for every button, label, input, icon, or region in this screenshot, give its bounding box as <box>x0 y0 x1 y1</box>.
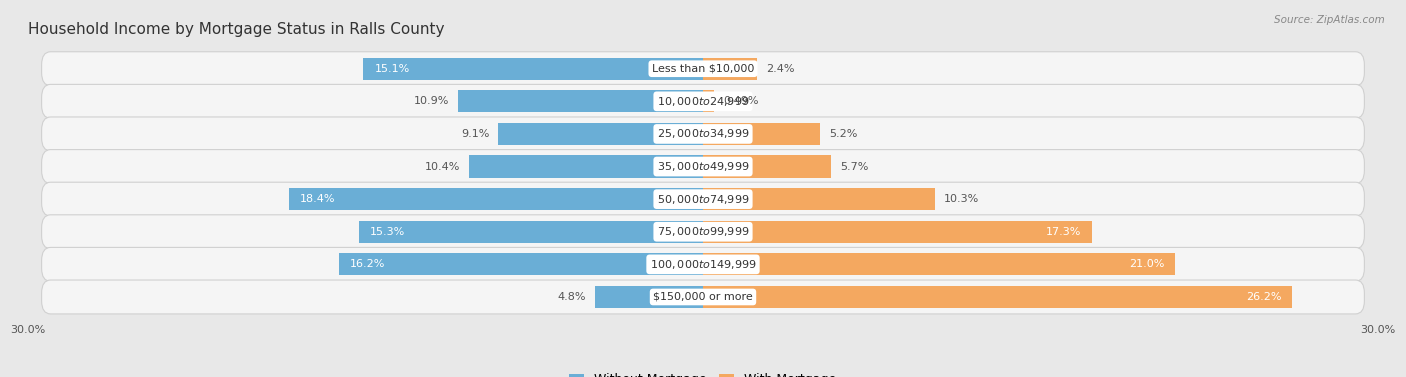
Text: $25,000 to $34,999: $25,000 to $34,999 <box>657 127 749 141</box>
Bar <box>703 123 820 145</box>
Text: 9.1%: 9.1% <box>461 129 489 139</box>
FancyBboxPatch shape <box>42 52 1364 86</box>
Text: Source: ZipAtlas.com: Source: ZipAtlas.com <box>1274 15 1385 25</box>
Text: 10.3%: 10.3% <box>943 194 979 204</box>
Bar <box>470 155 703 178</box>
Bar <box>363 58 703 80</box>
Bar <box>595 286 703 308</box>
FancyBboxPatch shape <box>42 150 1364 184</box>
Text: 5.7%: 5.7% <box>841 161 869 172</box>
FancyBboxPatch shape <box>42 117 1364 151</box>
Text: Household Income by Mortgage Status in Ralls County: Household Income by Mortgage Status in R… <box>28 22 444 37</box>
Bar <box>703 253 1175 276</box>
Bar <box>703 188 935 210</box>
Bar <box>359 221 703 243</box>
Bar <box>703 58 756 80</box>
Bar <box>290 188 703 210</box>
Bar <box>498 123 703 145</box>
Text: 4.8%: 4.8% <box>558 292 586 302</box>
Bar <box>703 286 1292 308</box>
Text: $35,000 to $49,999: $35,000 to $49,999 <box>657 160 749 173</box>
Bar <box>703 221 1092 243</box>
Text: 15.3%: 15.3% <box>370 227 405 237</box>
Text: 10.9%: 10.9% <box>413 97 449 106</box>
FancyBboxPatch shape <box>42 182 1364 216</box>
Text: 0.49%: 0.49% <box>723 97 758 106</box>
FancyBboxPatch shape <box>42 247 1364 281</box>
Text: 26.2%: 26.2% <box>1246 292 1281 302</box>
Text: 18.4%: 18.4% <box>301 194 336 204</box>
Text: 15.1%: 15.1% <box>374 64 409 74</box>
FancyBboxPatch shape <box>42 215 1364 249</box>
Legend: Without Mortgage, With Mortgage: Without Mortgage, With Mortgage <box>564 368 842 377</box>
Text: 21.0%: 21.0% <box>1129 259 1164 269</box>
FancyBboxPatch shape <box>42 280 1364 314</box>
Bar <box>339 253 703 276</box>
Text: 2.4%: 2.4% <box>766 64 794 74</box>
Bar <box>703 155 831 178</box>
Text: 10.4%: 10.4% <box>425 161 460 172</box>
Text: 16.2%: 16.2% <box>350 259 385 269</box>
FancyBboxPatch shape <box>42 84 1364 118</box>
Text: $75,000 to $99,999: $75,000 to $99,999 <box>657 225 749 238</box>
Text: $50,000 to $74,999: $50,000 to $74,999 <box>657 193 749 205</box>
Bar <box>458 90 703 112</box>
Bar <box>703 90 714 112</box>
Text: $150,000 or more: $150,000 or more <box>654 292 752 302</box>
Text: Less than $10,000: Less than $10,000 <box>652 64 754 74</box>
Text: $100,000 to $149,999: $100,000 to $149,999 <box>650 258 756 271</box>
Text: $10,000 to $24,999: $10,000 to $24,999 <box>657 95 749 108</box>
Text: 5.2%: 5.2% <box>830 129 858 139</box>
Text: 17.3%: 17.3% <box>1046 227 1081 237</box>
